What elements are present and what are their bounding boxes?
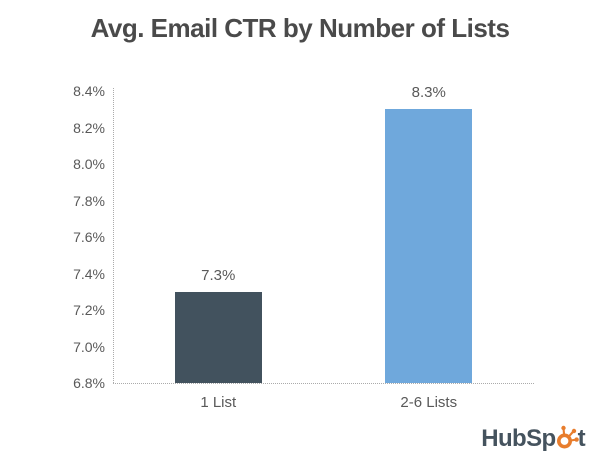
x-axis-line	[113, 383, 534, 384]
hubspot-logo: HubSp t	[481, 425, 585, 453]
y-axis-tick-label: 7.8%	[73, 192, 105, 209]
chart-title: Avg. Email CTR by Number of Lists	[90, 13, 510, 43]
y-axis-tick-label: 8.2%	[73, 119, 105, 136]
y-axis-tick-label: 8.4%	[73, 83, 105, 99]
y-axis-tick-label: 7.4%	[73, 265, 105, 282]
hubspot-sprocket-icon	[556, 425, 579, 449]
y-axis-tick-label: 7.6%	[73, 229, 105, 245]
y-axis-tick-label: 7.0%	[73, 338, 105, 355]
x-axis-category-label: 1 List	[200, 394, 237, 411]
bar-1-list	[174, 291, 262, 383]
y-axis-tick-label: 8.0%	[73, 156, 105, 172]
hubspot-logo-text-before: HubSp	[481, 425, 556, 452]
bar-value-label: 7.3%	[201, 266, 236, 284]
bar-value-label: 8.3%	[411, 84, 446, 102]
y-axis-tick-label: 7.2%	[73, 302, 105, 318]
y-axis-line	[113, 88, 114, 383]
bar-2-6-lists	[385, 109, 473, 383]
y-axis-tick-label: 6.8%	[73, 375, 105, 391]
hubspot-logo-text-after: t	[577, 425, 586, 452]
x-axis-category-label: 2-6 Lists	[400, 394, 458, 411]
